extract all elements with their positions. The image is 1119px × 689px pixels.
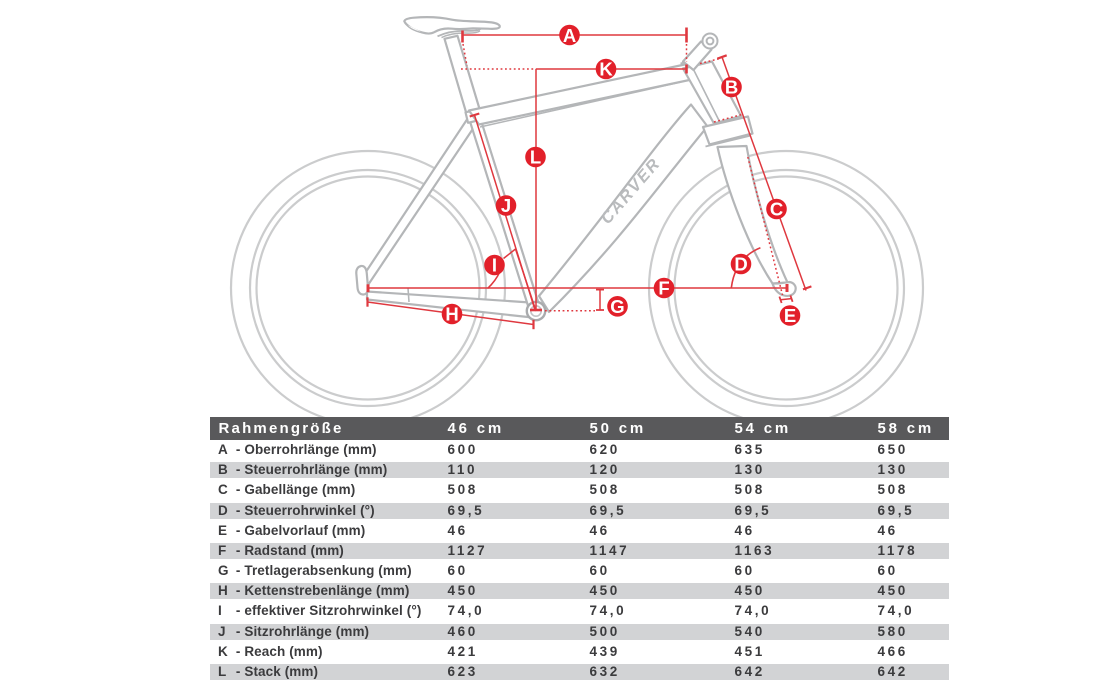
svg-text:B: B (725, 77, 738, 98)
svg-text:F: F (658, 278, 669, 299)
svg-text:G: G (610, 296, 624, 317)
svg-text:E: E (784, 305, 796, 326)
svg-text:C: C (770, 199, 783, 220)
svg-text:I: I (492, 255, 497, 276)
svg-text:J: J (501, 195, 511, 216)
svg-text:L: L (530, 147, 541, 168)
svg-text:D: D (734, 254, 747, 275)
svg-text:A: A (563, 25, 576, 46)
svg-text:K: K (599, 59, 613, 80)
svg-text:H: H (445, 304, 458, 325)
